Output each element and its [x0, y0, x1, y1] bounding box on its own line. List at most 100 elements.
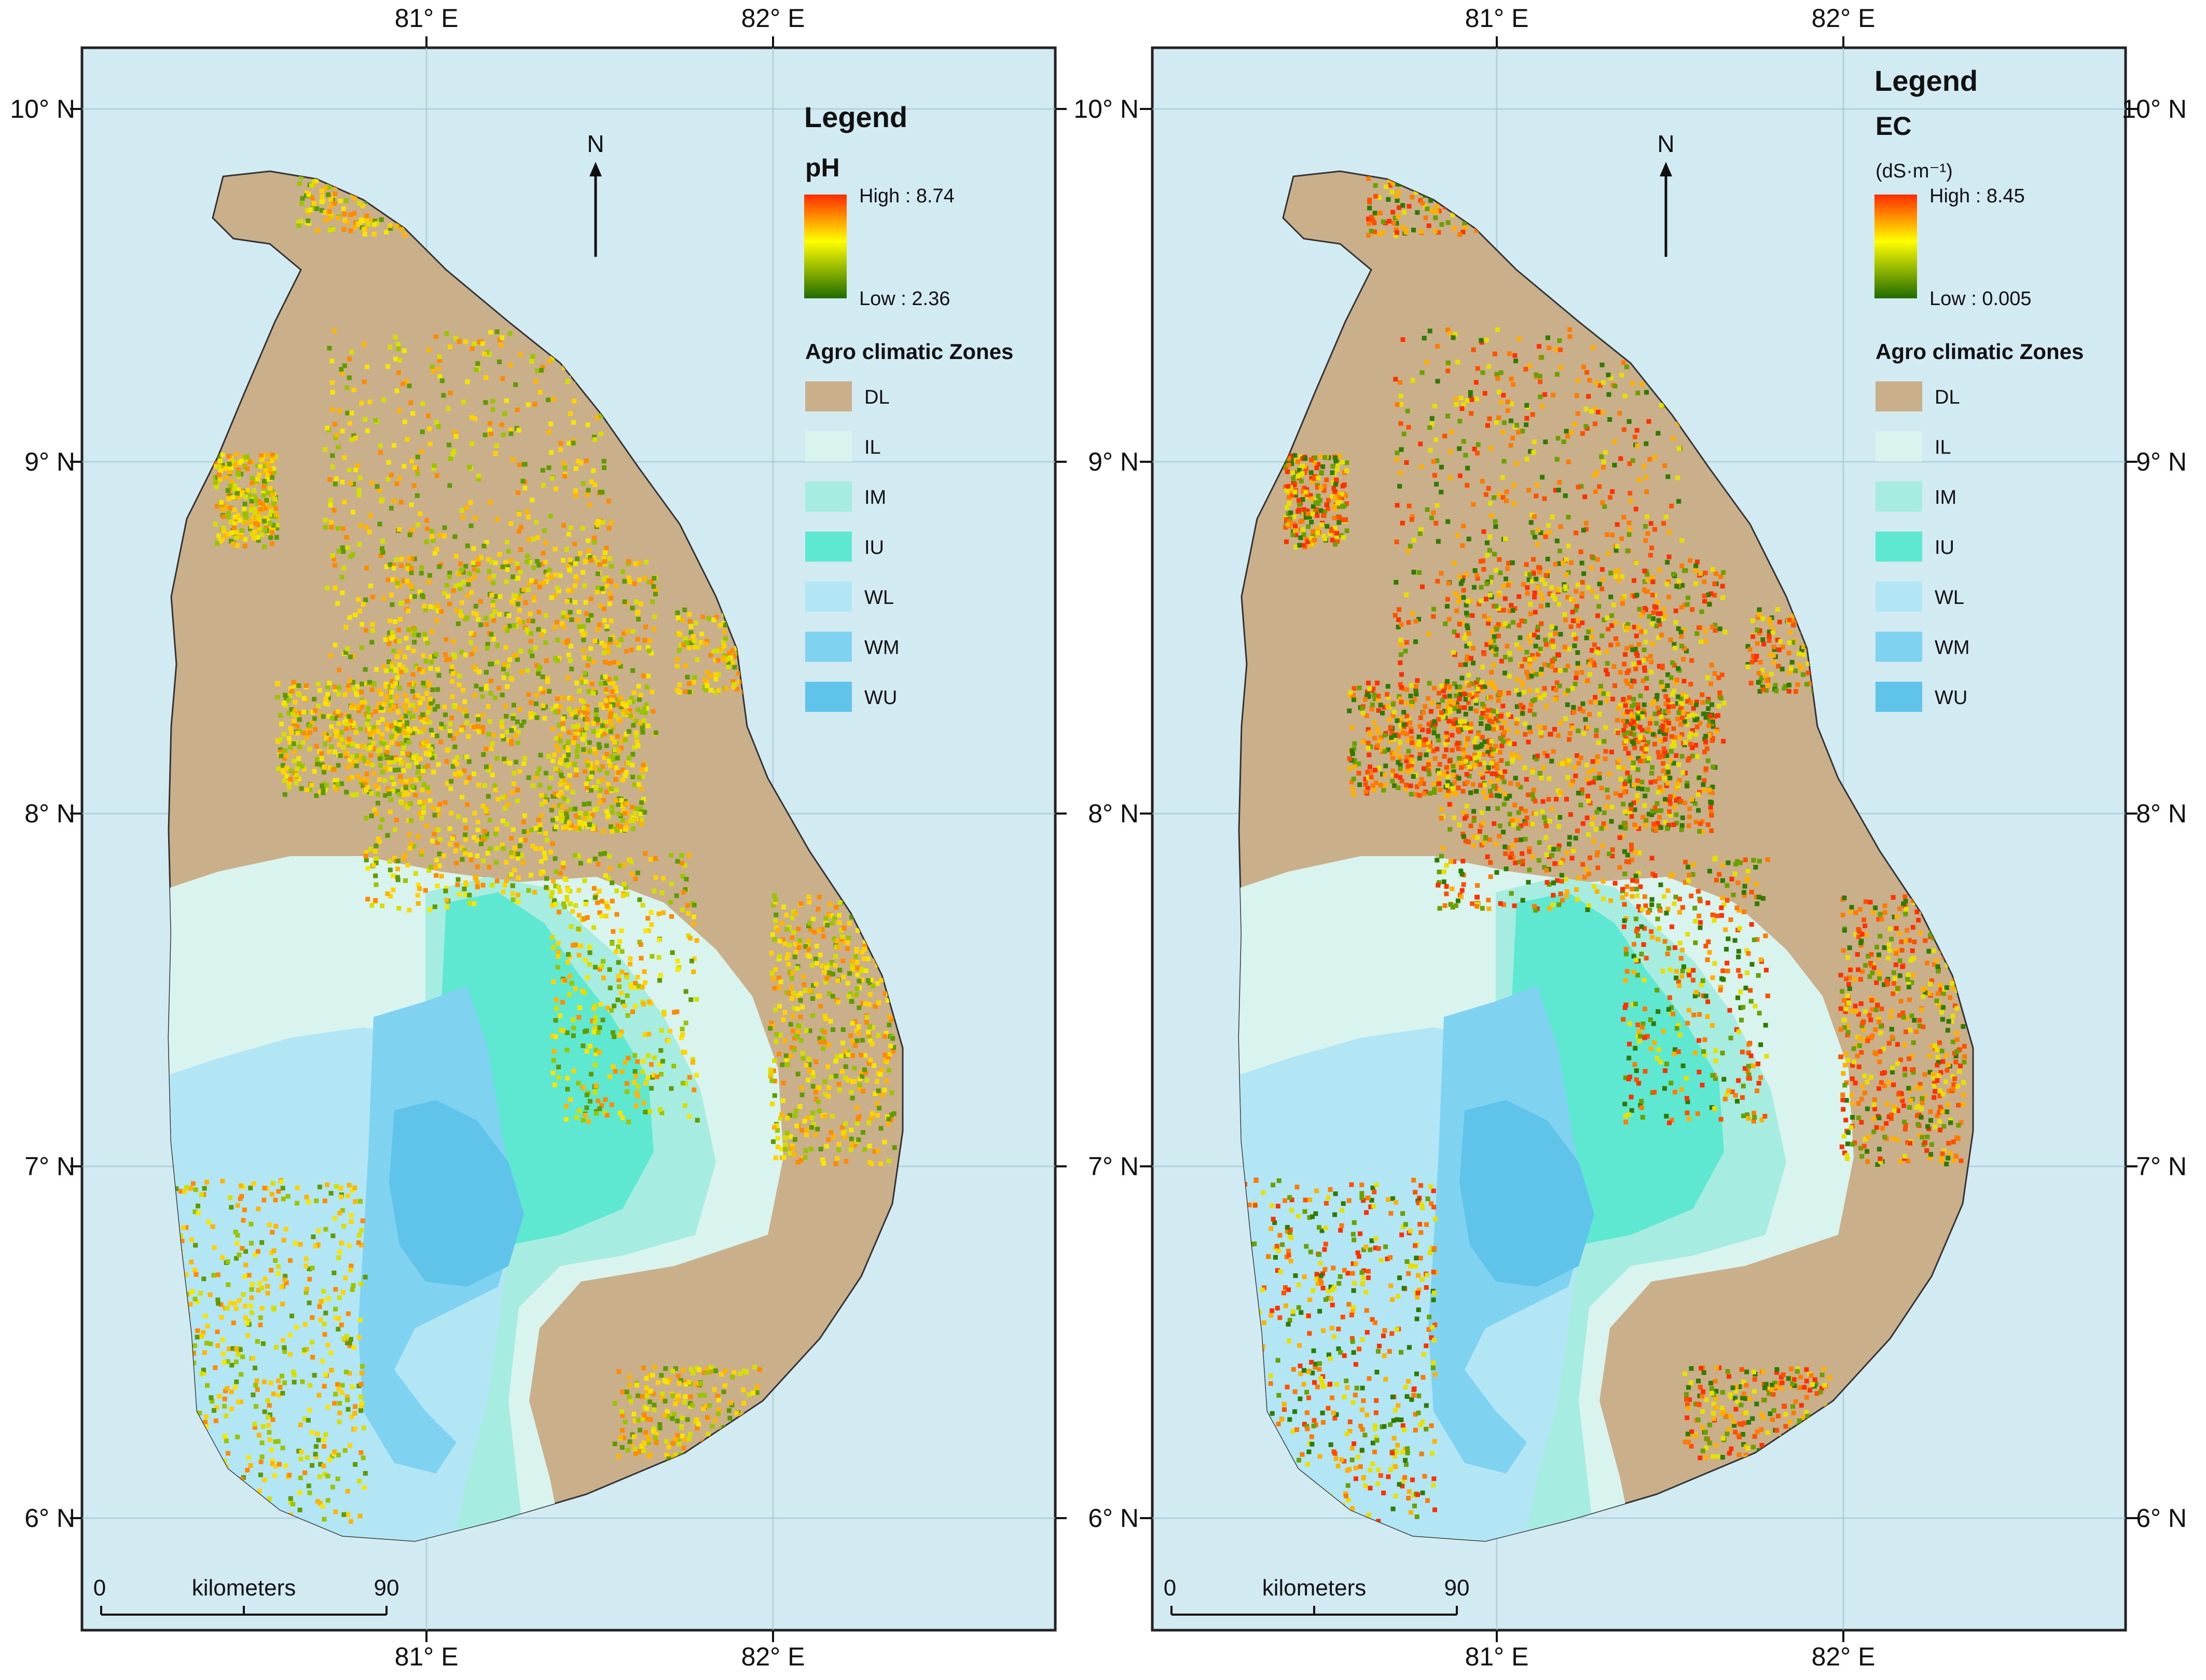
raster-pixel: [266, 461, 270, 466]
raster-pixel: [357, 493, 362, 498]
raster-pixel: [408, 532, 412, 537]
raster-pixel: [566, 676, 570, 680]
raster-pixel: [601, 829, 605, 834]
raster-pixel: [542, 581, 546, 585]
raster-pixel: [662, 1012, 667, 1017]
raster-pixel: [289, 1314, 294, 1318]
raster-pixel: [295, 1186, 300, 1190]
raster-pixel: [797, 938, 802, 943]
raster-pixel: [722, 1389, 726, 1394]
raster-pixel: [250, 1287, 254, 1292]
raster-pixel: [619, 928, 624, 933]
raster-pixel: [585, 1049, 589, 1054]
raster-pixel: [784, 913, 789, 917]
raster-pixel: [356, 705, 361, 709]
raster-pixel: [596, 1098, 600, 1103]
raster-pixel: [704, 641, 708, 646]
raster-pixel: [635, 1059, 640, 1064]
raster-pixel: [416, 632, 421, 637]
raster-pixel: [575, 754, 580, 759]
raster-pixel: [537, 783, 542, 788]
raster-pixel: [652, 576, 656, 581]
raster-pixel: [359, 1282, 363, 1286]
raster-pixel: [421, 769, 425, 774]
raster-pixel: [573, 561, 578, 566]
raster-pixel: [276, 1439, 281, 1444]
raster-pixel: [387, 641, 391, 646]
raster-pixel: [204, 1414, 209, 1419]
raster-pixel: [572, 762, 577, 767]
raster-pixel: [567, 567, 572, 572]
raster-pixel: [376, 749, 381, 753]
raster-pixel: [391, 649, 396, 653]
raster-pixel: [883, 1140, 887, 1145]
raster-pixel: [630, 872, 635, 876]
raster-pixel: [226, 511, 231, 516]
raster-pixel: [333, 778, 337, 783]
raster-pixel: [325, 1474, 330, 1478]
raster-pixel: [608, 591, 612, 596]
raster-pixel: [305, 1287, 309, 1291]
raster-pixel: [1302, 507, 1306, 512]
raster-pixel: [714, 677, 719, 682]
raster-pixel: [611, 1064, 616, 1069]
raster-pixel: [685, 1417, 690, 1422]
raster-pixel: [553, 902, 558, 907]
raster-pixel: [529, 639, 533, 643]
raster-pixel: [626, 1013, 630, 1018]
raster-pixel: [488, 818, 492, 822]
raster-pixel: [667, 1444, 671, 1449]
raster-pixel: [622, 862, 626, 867]
raster-pixel: [192, 1268, 197, 1272]
raster-pixel: [676, 1373, 681, 1378]
scale-unit: kilometers: [192, 1575, 296, 1601]
raster-pixel: [365, 429, 370, 433]
raster-pixel: [538, 665, 543, 669]
raster-pixel: [222, 1404, 227, 1409]
raster-pixel: [636, 1394, 640, 1398]
raster-pixel: [1285, 522, 1290, 527]
raster-pixel: [360, 1371, 364, 1375]
raster-pixel: [633, 1447, 638, 1451]
raster-pixel: [647, 1109, 652, 1114]
raster-pixel: [279, 1179, 284, 1184]
raster-pixel: [892, 1111, 897, 1116]
raster-pixel: [664, 1439, 669, 1444]
legend-label-im: IM: [864, 487, 886, 508]
raster-pixel: [538, 390, 543, 394]
raster-pixel: [484, 616, 488, 621]
raster-pixel: [800, 1093, 805, 1097]
raster-pixel: [251, 1356, 255, 1360]
raster-pixel: [494, 860, 499, 865]
raster-pixel: [330, 1485, 335, 1490]
raster-pixel: [431, 770, 436, 775]
raster-pixel: [649, 857, 653, 862]
raster-pixel: [623, 811, 627, 816]
raster-pixel: [304, 1264, 308, 1269]
raster-pixel: [436, 424, 441, 429]
raster-pixel: [232, 526, 237, 530]
raster-pixel: [347, 1243, 352, 1248]
raster-pixel: [297, 762, 301, 767]
raster-pixel: [383, 684, 388, 689]
raster-pixel: [293, 1241, 298, 1246]
raster-pixel: [593, 857, 598, 861]
raster-pixel: [642, 969, 647, 974]
raster-pixel: [561, 558, 566, 563]
raster-pixel: [227, 497, 231, 501]
raster-pixel: [682, 1400, 687, 1404]
raster-pixel: [241, 1292, 246, 1297]
raster-pixel: [369, 791, 374, 796]
raster-pixel: [273, 497, 278, 502]
raster-pixel: [594, 1083, 598, 1088]
raster-pixel: [848, 1148, 853, 1152]
raster-pixel: [399, 557, 404, 561]
raster-pixel: [270, 1461, 275, 1466]
raster-pixel: [322, 1384, 327, 1388]
raster-pixel: [686, 1380, 691, 1384]
raster-pixel: [502, 411, 507, 416]
raster-pixel: [357, 201, 362, 205]
raster-pixel: [380, 717, 385, 722]
raster-pixel: [649, 922, 654, 927]
raster-pixel: [411, 755, 416, 760]
